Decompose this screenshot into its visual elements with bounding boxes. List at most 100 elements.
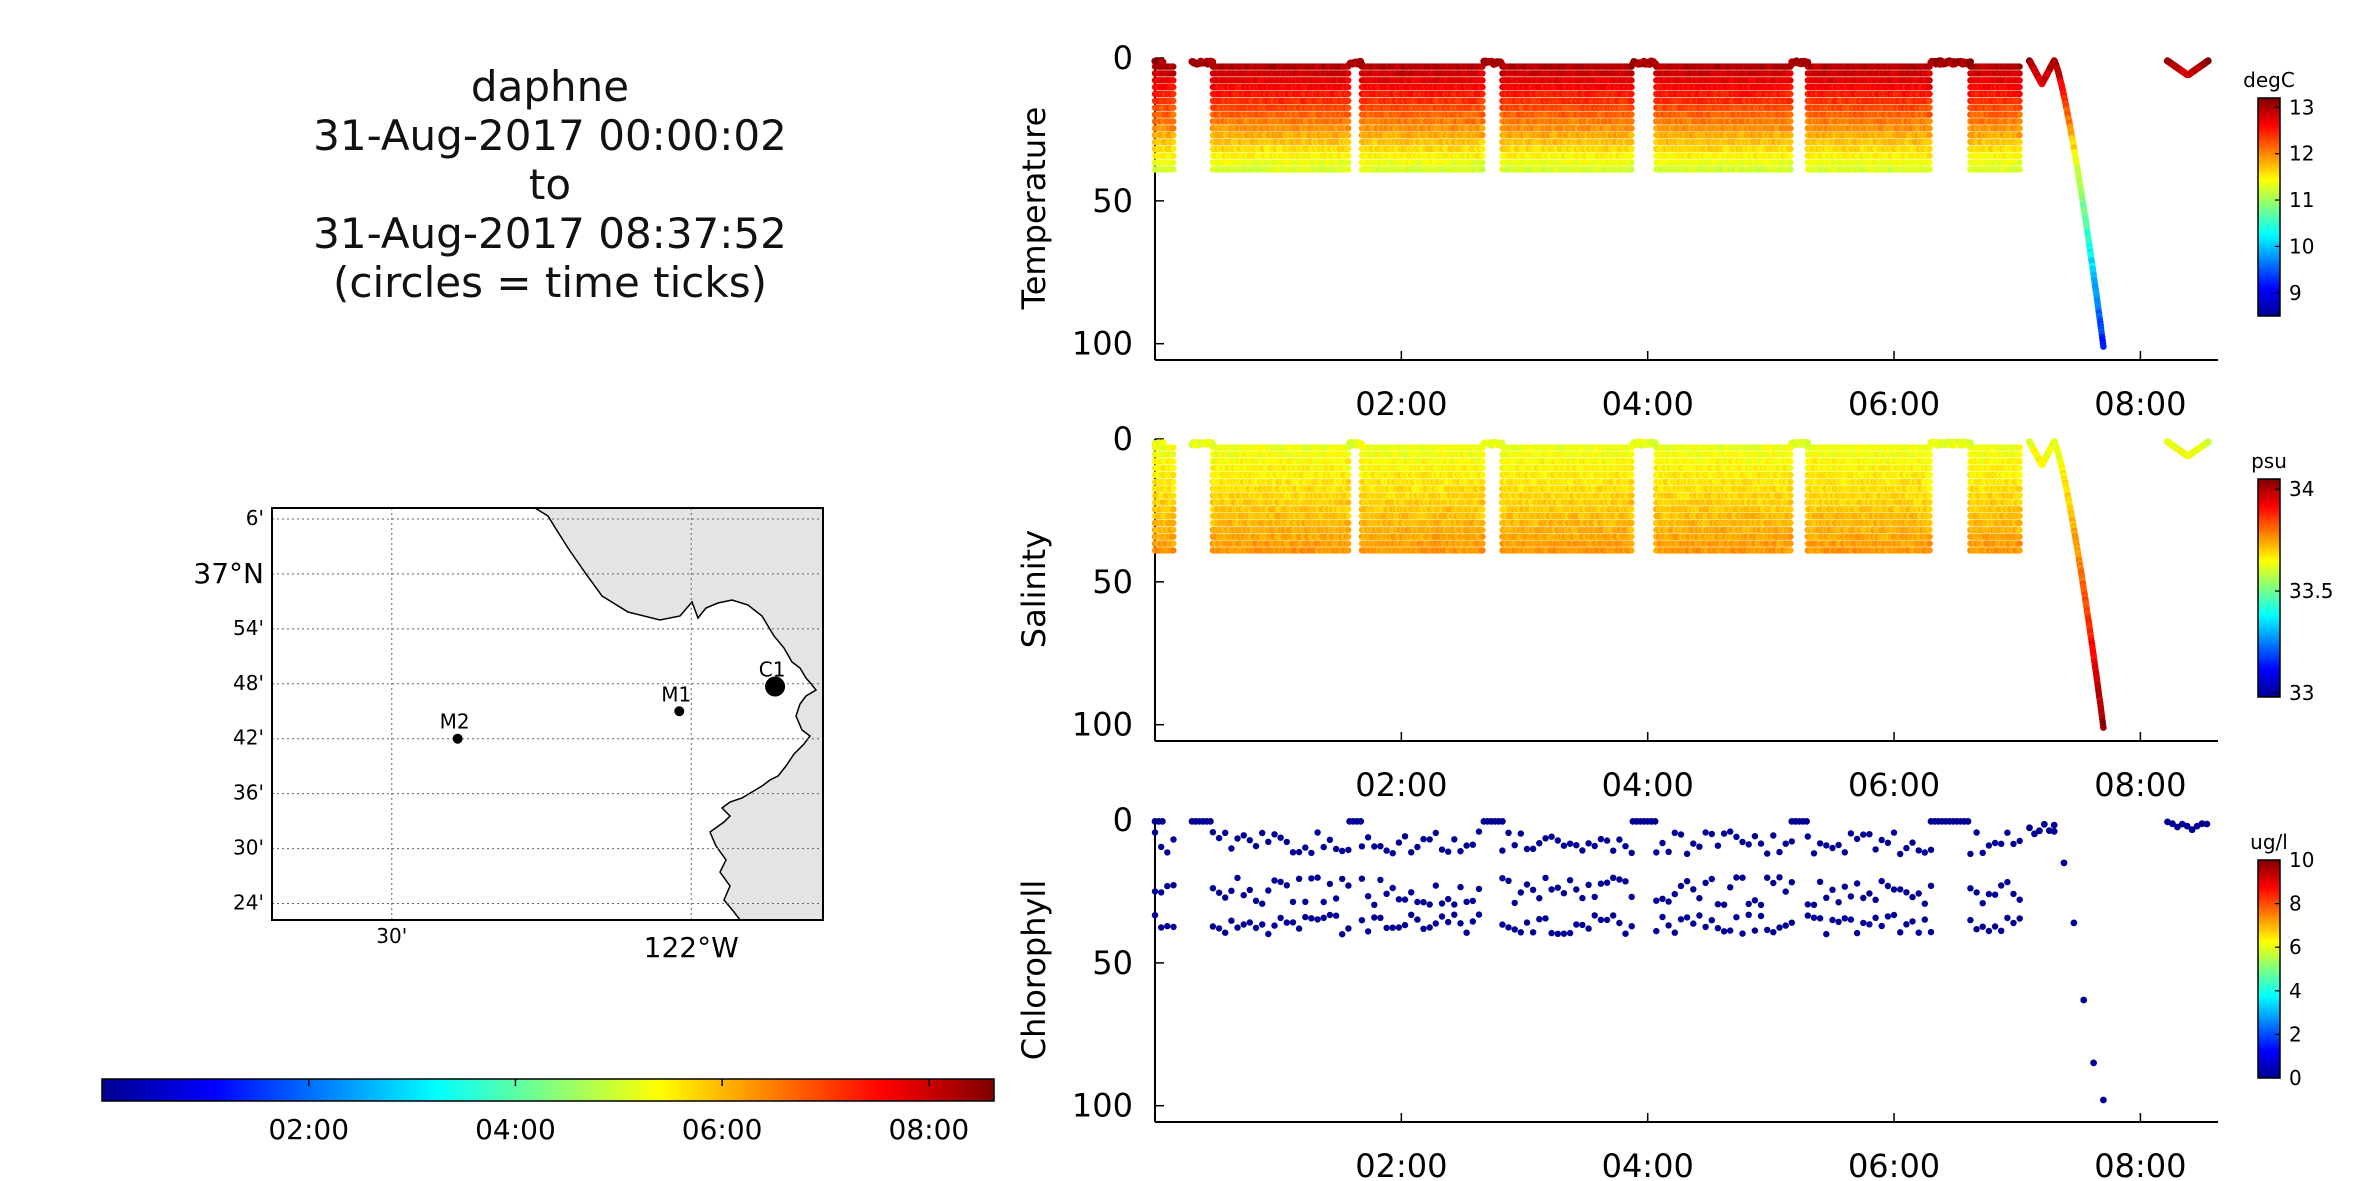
time-colorbar-tick-label: 02:00 <box>268 1113 349 1146</box>
data-point <box>1628 145 1635 153</box>
map-latitude-labels: 6'37°N54'48'42'36'30'24' <box>193 506 264 915</box>
data-point <box>1628 125 1635 132</box>
colorbar-tick-label: 13 <box>2289 95 2314 119</box>
time-colorbar-tick-label: 06:00 <box>682 1113 763 1146</box>
data-point <box>1345 104 1352 111</box>
colorbar-temperature <box>2257 97 2281 317</box>
title-line-note: (circles = time ticks) <box>333 258 767 307</box>
data-point <box>1170 97 1177 105</box>
title-block: daphne 31-Aug-2017 00:00:02 to 31-Aug-20… <box>200 62 900 307</box>
colorbar-tick-label: 11 <box>2289 188 2314 212</box>
data-point <box>1170 145 1177 153</box>
data-point <box>1170 118 1177 125</box>
panel-temperature: 0 50 100 02:00 04:00 06:00 08:00 Temperature deg… <box>1015 39 2314 423</box>
data-point <box>1345 166 1352 173</box>
data-point <box>1628 159 1635 166</box>
data-point <box>1170 152 1177 159</box>
time-colorbar: 02:00 04:00 06:00 08:00 <box>101 1078 995 1146</box>
data-point <box>1628 104 1635 111</box>
data-points <box>1151 57 2212 350</box>
data-point <box>1479 90 1486 98</box>
data-point <box>1345 145 1352 153</box>
time-colorbar-tick-label: 08:00 <box>889 1113 970 1146</box>
map-lon-label: 30' <box>376 924 407 948</box>
map-lat-label: 42' <box>233 726 264 750</box>
data-point <box>1345 97 1352 105</box>
map-longitude-labels: 30' 122°W <box>376 924 739 964</box>
data-point <box>1479 166 1486 173</box>
land-area <box>533 508 823 920</box>
data-point <box>1345 90 1352 98</box>
data-point <box>1479 83 1486 91</box>
y-axis-label: Temperature <box>1015 107 1053 311</box>
data-point <box>1170 104 1177 111</box>
y-tick-label: 50 <box>1092 182 1133 220</box>
station-marker <box>452 733 463 744</box>
map-lat-label: 36' <box>233 781 264 805</box>
title-line-mission: daphne <box>470 62 630 111</box>
data-point <box>1479 152 1486 159</box>
title-line-start: 31-Aug-2017 00:00:02 <box>313 111 787 160</box>
data-point <box>1170 63 1177 70</box>
colorbar-units: degC <box>2243 68 2295 92</box>
map-lat-label: 6' <box>246 506 264 530</box>
data-point <box>1628 70 1635 77</box>
y-tick-label: 100 <box>1072 325 1133 363</box>
x-tick-label: 08:00 <box>2094 385 2186 423</box>
data-point <box>1479 131 1486 139</box>
data-point <box>1628 77 1635 84</box>
map-lon-label: 122°W <box>644 931 739 964</box>
time-colorbar-tick-label: 04:00 <box>475 1113 556 1146</box>
map-frame <box>271 507 824 921</box>
x-tick-label: 02:00 <box>1355 385 1447 423</box>
data-point <box>1170 77 1177 84</box>
data-point <box>1479 70 1486 77</box>
data-point <box>1170 111 1177 118</box>
data-point <box>1170 90 1177 98</box>
data-point <box>1479 138 1486 146</box>
station-label: C1 <box>759 658 786 682</box>
data-point <box>1345 125 1352 132</box>
data-point <box>1479 125 1486 132</box>
data-point <box>1628 111 1635 118</box>
data-point <box>1479 159 1486 166</box>
data-point <box>1170 159 1177 166</box>
title-line-end: 31-Aug-2017 08:37:52 <box>313 209 787 258</box>
colorbar-tick-label: 12 <box>2289 142 2314 166</box>
data-point <box>1479 97 1486 105</box>
map-lat-label: 30' <box>233 836 264 860</box>
data-point <box>1170 70 1177 77</box>
data-point <box>1345 131 1352 139</box>
time-colorbar-ticks: 02:00 04:00 06:00 08:00 <box>268 1079 969 1146</box>
data-point <box>1628 83 1635 91</box>
data-point <box>1170 166 1177 173</box>
data-point <box>1170 83 1177 91</box>
data-point <box>1628 97 1635 105</box>
data-point <box>1628 131 1635 139</box>
y-tick-label: 0 <box>1113 39 1133 77</box>
data-point <box>1628 152 1635 159</box>
profile-panels: 0 50 100 02:00 04:00 06:00 08:00 Temperature deg… <box>1015 39 2334 1181</box>
data-point <box>1479 104 1486 111</box>
data-point <box>1345 70 1352 77</box>
map-lat-label: 24' <box>233 891 264 915</box>
data-point <box>1628 166 1635 173</box>
data-point <box>1345 152 1352 159</box>
station-label: M2 <box>440 710 470 734</box>
map-lat-label: 48' <box>233 671 264 695</box>
data-point <box>1170 138 1177 146</box>
map-gridlines <box>272 508 823 920</box>
colorbar-tick-label: 9 <box>2289 281 2302 305</box>
x-tick-label: 06:00 <box>1848 385 1940 423</box>
data-point <box>1479 118 1486 125</box>
data-point <box>1628 118 1635 125</box>
data-point <box>1345 83 1352 91</box>
data-point <box>1479 77 1486 84</box>
data-point <box>1479 145 1486 153</box>
time-colorbar-bar <box>101 1078 995 1102</box>
colorbar-tick-label: 10 <box>2289 234 2314 258</box>
x-tick-label: 04:00 <box>1602 385 1694 423</box>
title-line-to: to <box>528 160 572 209</box>
